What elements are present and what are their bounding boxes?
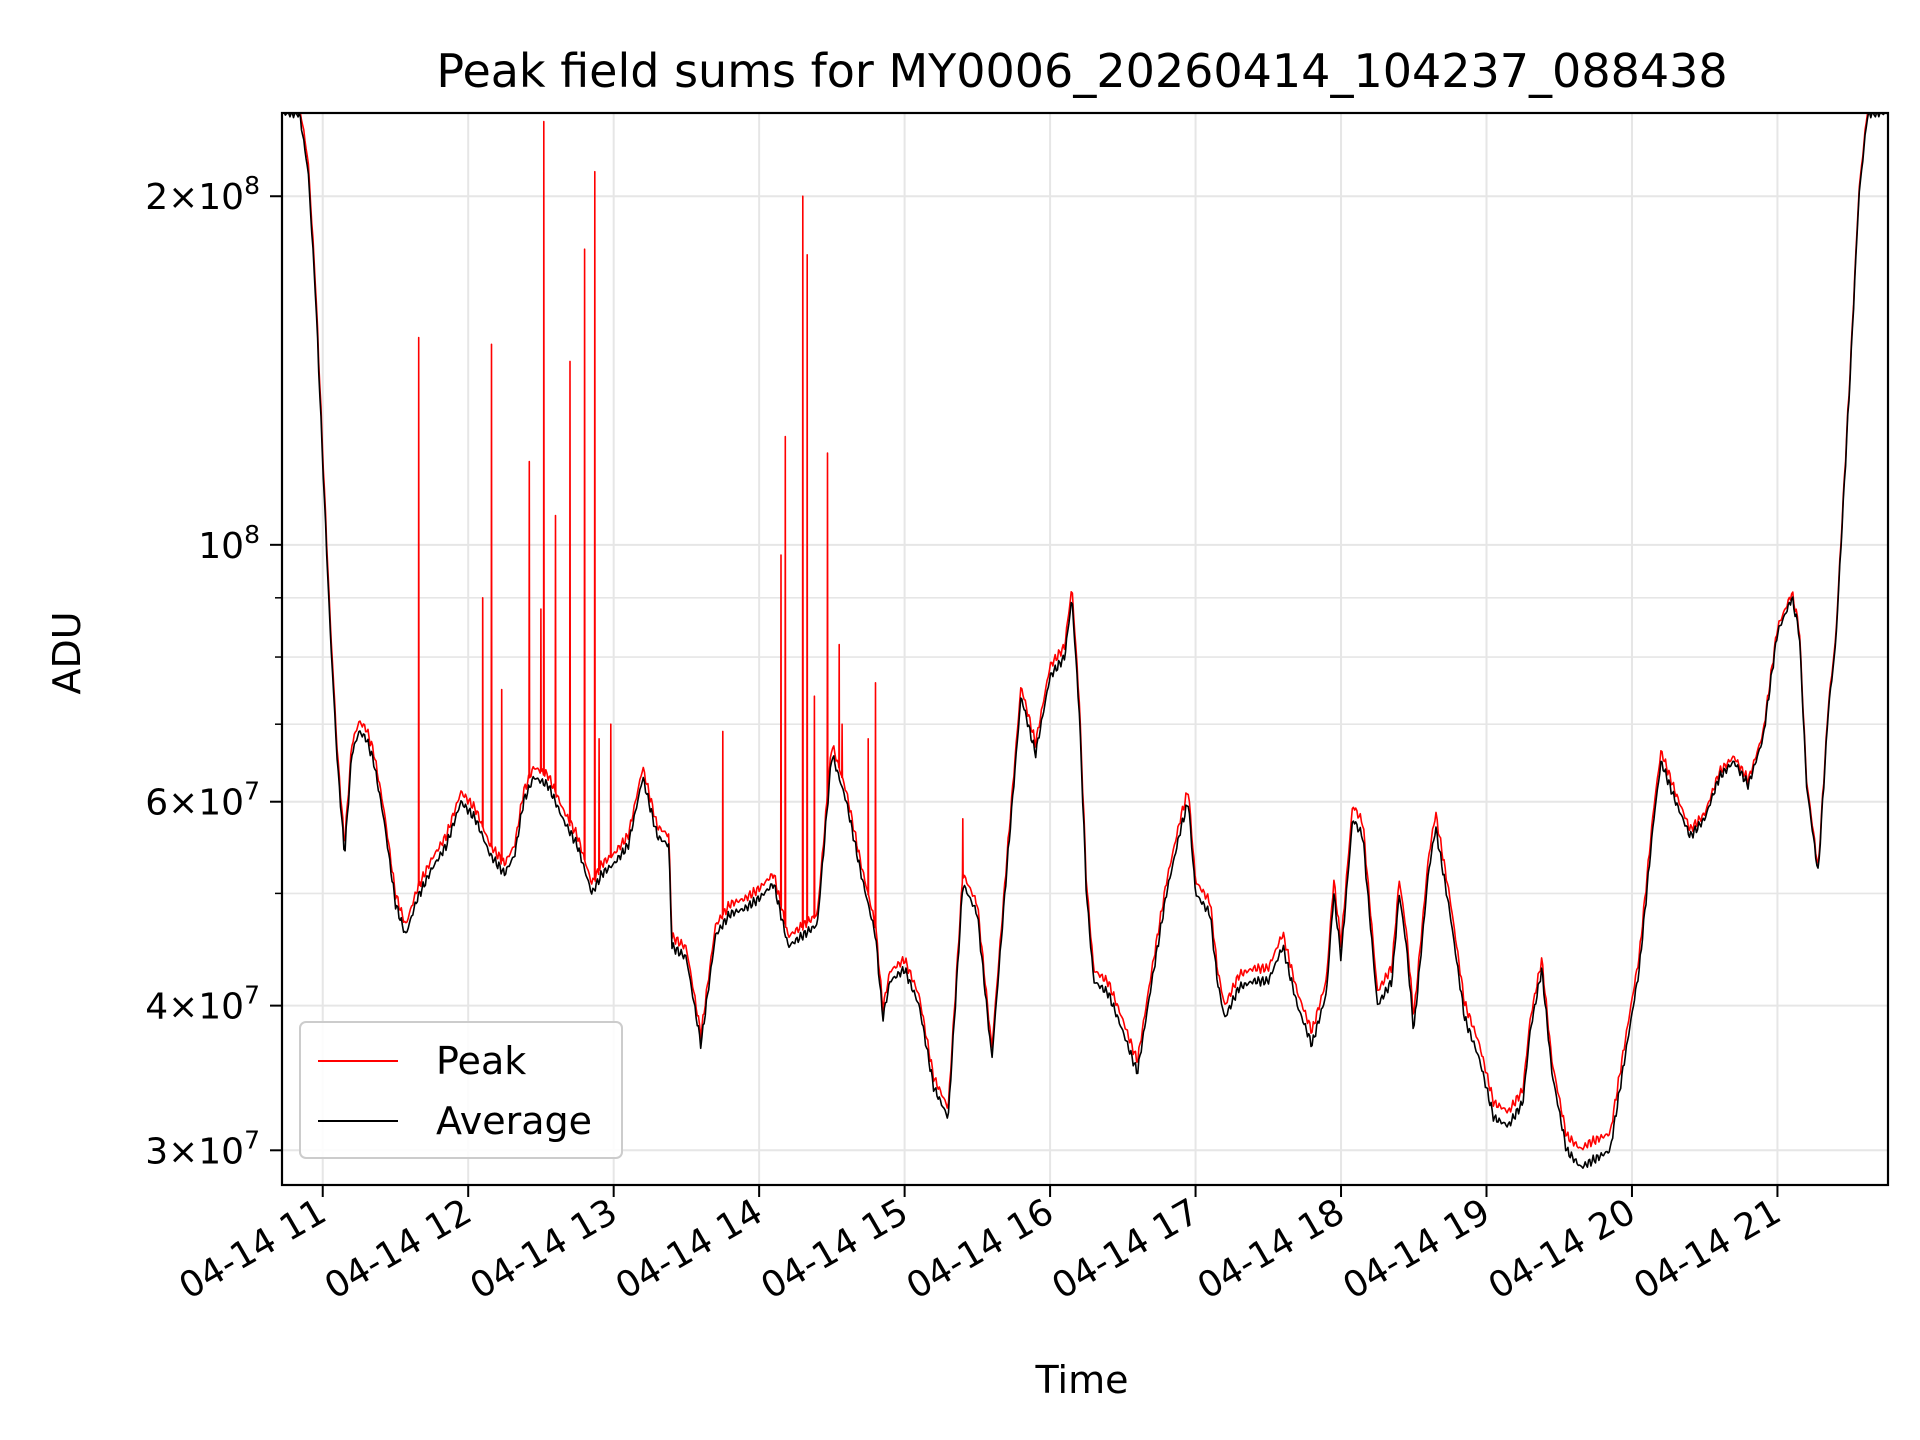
series-average-line xyxy=(282,113,1888,1169)
series-layer xyxy=(282,113,1888,1169)
legend: Peak Average xyxy=(299,1021,623,1159)
series-peak-line xyxy=(282,113,1888,1151)
y-tick-label: 2×108 xyxy=(145,171,260,218)
chart-title: Peak field sums for MY0006_20260414_1042… xyxy=(436,44,1727,98)
y-tick-label: 4×107 xyxy=(145,981,260,1028)
legend-label-peak: Peak xyxy=(436,1039,526,1083)
plot-frame xyxy=(280,111,1890,1187)
legend-label-average: Average xyxy=(436,1099,592,1143)
y-axis-label: ADU xyxy=(45,611,89,694)
y-tick-label: 3×107 xyxy=(145,1125,260,1172)
grid xyxy=(282,113,1888,1185)
x-axis-label: Time xyxy=(1035,1358,1129,1402)
y-tick-label: 6×107 xyxy=(145,777,260,824)
legend-box xyxy=(299,1021,623,1159)
